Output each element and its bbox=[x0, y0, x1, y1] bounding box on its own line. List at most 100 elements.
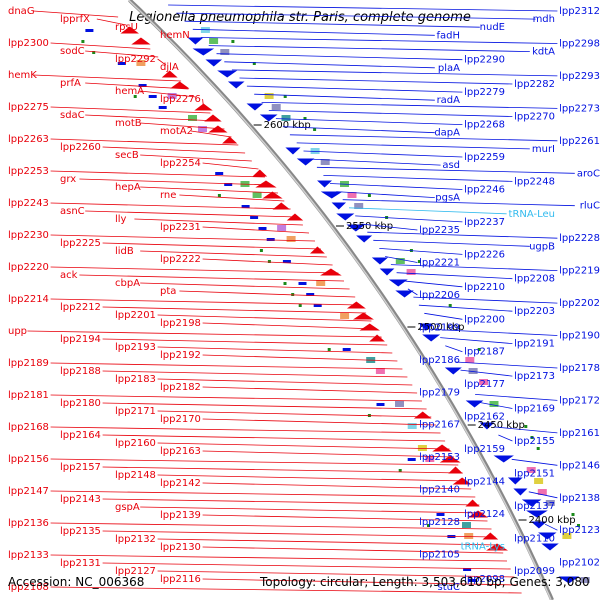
right-gene-label: lpp2203 bbox=[514, 306, 555, 317]
right-leader-line bbox=[261, 102, 558, 109]
forward-gene-arrow bbox=[432, 444, 452, 452]
right-leader-line bbox=[361, 223, 418, 231]
right-gene-label: lpp2161 bbox=[559, 428, 600, 439]
feature-block bbox=[462, 522, 471, 528]
left-leader-line bbox=[102, 466, 463, 474]
gc-marker bbox=[536, 447, 540, 450]
right-leader-line bbox=[310, 158, 441, 166]
right-gene-label: lpp2273 bbox=[559, 103, 600, 114]
left-leader-line bbox=[85, 114, 218, 122]
gc-marker bbox=[259, 249, 263, 252]
right-gene-label: mdh bbox=[533, 14, 555, 25]
right-gene-label: lpp2298 bbox=[559, 39, 600, 50]
left-leader-line bbox=[50, 170, 266, 178]
left-leader-line bbox=[157, 538, 500, 546]
right-gene-label: asd bbox=[442, 160, 460, 171]
left-gene-label: dnaG bbox=[8, 6, 35, 17]
left-leader-line bbox=[140, 90, 196, 98]
left-gene-label: lpp2183 bbox=[115, 374, 156, 385]
right-leader-line bbox=[390, 264, 558, 271]
right-gene-label: lpp2312 bbox=[559, 6, 600, 17]
left-leader-line bbox=[102, 434, 446, 442]
reverse-gene-arrow bbox=[513, 488, 528, 496]
feature-block bbox=[545, 500, 555, 506]
feature-block bbox=[277, 225, 287, 231]
right-gene-label: lpp2138 bbox=[559, 493, 600, 504]
right-gene-label: lpp2206 bbox=[419, 290, 460, 301]
feature-block bbox=[320, 159, 330, 165]
scale-tick-label: 2400 kbp bbox=[529, 515, 576, 526]
left-gene-label: lpp2192 bbox=[160, 350, 201, 361]
feature-block bbox=[580, 577, 590, 583]
right-leader-line bbox=[460, 369, 513, 377]
left-leader-line bbox=[134, 218, 303, 226]
left-leader-line bbox=[50, 458, 459, 466]
reverse-feature-dash bbox=[468, 579, 477, 582]
right-leader-line bbox=[254, 93, 435, 101]
left-leader-line bbox=[50, 586, 522, 594]
left-gene-label: lpp2181 bbox=[8, 390, 49, 401]
left-leader-line bbox=[202, 322, 377, 330]
right-gene-label: lpp2279 bbox=[464, 87, 505, 98]
right-leader-line bbox=[413, 296, 558, 304]
right-leader-line bbox=[216, 53, 463, 61]
left-leader-line bbox=[140, 506, 484, 514]
reverse-gene-arrow bbox=[465, 400, 484, 408]
reverse-gene-arrow bbox=[331, 202, 347, 210]
forward-gene-arrow bbox=[120, 26, 139, 34]
gc-marker bbox=[92, 51, 96, 54]
left-leader-line bbox=[179, 194, 285, 202]
left-leader-line bbox=[157, 474, 467, 482]
left-leader-line bbox=[50, 266, 339, 274]
right-gene-label: lpp2099 bbox=[514, 566, 555, 577]
forward-gene-arrow bbox=[204, 114, 222, 122]
forward-gene-arrow bbox=[353, 312, 374, 320]
forward-gene-arrow bbox=[482, 532, 499, 540]
right-gene-label: lpp2191 bbox=[514, 339, 555, 350]
right-gene-label: lpp2219 bbox=[559, 266, 600, 277]
left-gene-label: lpp2139 bbox=[160, 510, 201, 521]
reverse-feature-dash bbox=[148, 95, 157, 98]
reverse-gene-arrow bbox=[192, 48, 215, 56]
right-gene-label: lpp2146 bbox=[559, 460, 600, 471]
left-gene-label: lpp2157 bbox=[60, 462, 101, 473]
right-gene-label: kdtA bbox=[532, 47, 555, 58]
left-leader-line bbox=[157, 314, 372, 322]
forward-gene-arrow bbox=[222, 136, 238, 144]
gc-marker bbox=[298, 304, 302, 307]
left-gene-label: lpp2133 bbox=[8, 550, 49, 561]
right-leader-line bbox=[231, 69, 558, 77]
right-gene-label: lpp2282 bbox=[514, 79, 555, 90]
gc-marker bbox=[367, 194, 371, 197]
left-gene-label: lpp2171 bbox=[115, 406, 156, 417]
feature-block bbox=[417, 445, 427, 451]
left-leader-line bbox=[85, 82, 189, 90]
feature-block bbox=[252, 192, 262, 198]
right-leader-line bbox=[200, 37, 558, 44]
left-gene-label: lpp2163 bbox=[160, 446, 201, 457]
right-leader-line bbox=[176, 12, 536, 20]
left-leader-line bbox=[140, 186, 279, 194]
right-gene-label: lpp2179 bbox=[419, 387, 460, 398]
left-leader-line bbox=[202, 386, 418, 394]
gc-marker bbox=[448, 304, 452, 307]
left-leader-line bbox=[27, 330, 383, 338]
right-gene-label: lpp2124 bbox=[464, 509, 505, 520]
right-gene-label: lpp2237 bbox=[464, 217, 505, 228]
right-leader-line bbox=[246, 85, 463, 93]
right-gene-label: lpp2268 bbox=[464, 120, 505, 131]
gc-marker bbox=[252, 62, 256, 65]
right-gene-label: lpp2177 bbox=[464, 379, 505, 390]
reverse-gene-arrow bbox=[521, 499, 542, 507]
left-leader-line bbox=[202, 546, 504, 554]
right-gene-label: lpp2235 bbox=[419, 225, 460, 236]
feature-block bbox=[489, 401, 499, 407]
right-gene-label: lpp2098 bbox=[464, 574, 505, 585]
feature-block bbox=[209, 38, 219, 44]
reverse-feature-dash bbox=[313, 304, 322, 307]
left-leader-line bbox=[102, 242, 321, 250]
reverse-feature-dash bbox=[266, 238, 275, 241]
right-leader-line bbox=[373, 239, 530, 247]
reverse-gene-arrow bbox=[526, 510, 548, 518]
reverse-gene-arrow bbox=[418, 323, 434, 331]
